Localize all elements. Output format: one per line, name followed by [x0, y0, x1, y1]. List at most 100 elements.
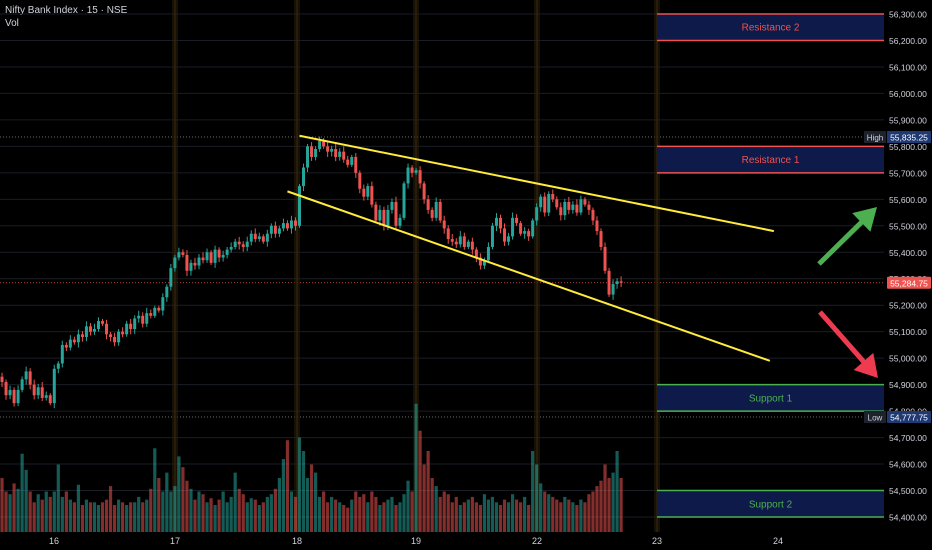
candle-body [318, 141, 322, 150]
volume-bar [555, 499, 559, 532]
volume-bar [539, 483, 543, 532]
volume-bar [398, 502, 402, 532]
volume-bar [52, 491, 56, 532]
candle-body [261, 236, 265, 242]
volume-bar [213, 505, 217, 532]
price-tick-label: 54,600.00 [889, 460, 927, 470]
volume-bar [342, 505, 346, 532]
candle-body [434, 201, 438, 218]
volume-bar [490, 496, 495, 532]
candle-body [559, 207, 563, 216]
price-tick-label: 55,100.00 [889, 327, 927, 337]
candle-body [322, 141, 326, 147]
volume-bar [88, 502, 93, 532]
price-axis: 54,400.0054,500.0054,600.0054,700.0054,8… [864, 10, 931, 523]
last-price-tag-box [887, 276, 931, 289]
volume-bar [502, 499, 507, 532]
zone-box [657, 14, 884, 41]
candle-body [213, 249, 217, 263]
volume-bar [527, 505, 531, 532]
candle-body [422, 183, 426, 200]
candle-body [113, 336, 117, 343]
volume-bar [0, 478, 4, 532]
zone-label: Support 2 [749, 499, 793, 510]
candle-body [342, 151, 346, 160]
time-tick-label: 23 [652, 536, 662, 546]
candle-body [374, 204, 378, 221]
volume-bar [201, 494, 205, 532]
candle-body [494, 217, 498, 226]
price-tick-label: 55,500.00 [889, 221, 927, 231]
volume-bar [559, 502, 563, 532]
volume-bar [289, 491, 294, 532]
volume-bar [40, 499, 44, 532]
candle-body [241, 244, 245, 247]
volume-bar [494, 502, 499, 532]
candle-body [145, 313, 149, 324]
candle-body [611, 284, 615, 295]
candle-body [92, 329, 96, 332]
candle-body [189, 262, 193, 271]
volume-bar [100, 502, 105, 532]
candle-body [450, 239, 454, 242]
volume-bar [430, 478, 434, 532]
candle-body [125, 323, 129, 335]
volume-bar [366, 502, 370, 532]
arrow-down-icon-shape [818, 310, 879, 379]
candle-body [217, 249, 221, 258]
volume-bar [129, 502, 133, 532]
volume-bar [318, 496, 322, 532]
volume-bar [450, 502, 454, 532]
volume-bar [615, 451, 619, 532]
candle-body [438, 201, 442, 221]
volume-bar [603, 464, 607, 532]
candle-body [209, 252, 213, 263]
volume-bar [599, 480, 603, 532]
volume-bar [205, 502, 209, 532]
volume-bar [153, 448, 157, 532]
volume-bar [293, 496, 298, 532]
candle-body [382, 209, 386, 226]
candle-body [48, 395, 52, 404]
candle-body [141, 315, 145, 324]
volume-legend-label: Vol [5, 18, 19, 29]
candle-body [121, 331, 125, 335]
volume-bar [346, 507, 350, 532]
candle-body [229, 246, 233, 250]
chart-title: Nifty Bank Index · 15 · NSE [5, 5, 128, 16]
candle-body [177, 252, 181, 258]
volume-bar [189, 488, 193, 532]
candle-body [32, 384, 36, 396]
volume-bar [157, 478, 161, 532]
candle-body [165, 286, 169, 298]
low-price-tag-value: 54,777.75 [890, 412, 928, 422]
volume-bar [478, 505, 482, 532]
volume-bar [611, 472, 615, 532]
candle-body [169, 268, 173, 287]
high-price-tag-value: 55,835.25 [890, 133, 928, 143]
volume-bar [305, 478, 310, 532]
candle-body [362, 188, 366, 197]
price-tick-label: 55,400.00 [889, 248, 927, 258]
candle-body [185, 254, 189, 271]
volume-bar [137, 496, 141, 532]
candle-body [298, 186, 301, 226]
candle-body [515, 217, 519, 224]
volume-bar [322, 491, 326, 532]
candle-body [40, 387, 44, 398]
volume-bar [510, 494, 515, 532]
volume-bar [438, 496, 442, 532]
volume-bar [269, 494, 273, 532]
volume-bar [394, 505, 398, 532]
candle-body [378, 209, 382, 221]
candle-body [571, 204, 575, 210]
volume-bar [233, 472, 237, 532]
volume-bar [514, 499, 519, 532]
candle-body [390, 201, 394, 210]
trendline [299, 134, 775, 233]
candle-body [599, 231, 603, 247]
volume-bar [571, 502, 575, 532]
candle-body [0, 376, 4, 382]
volume-bar [4, 491, 8, 532]
